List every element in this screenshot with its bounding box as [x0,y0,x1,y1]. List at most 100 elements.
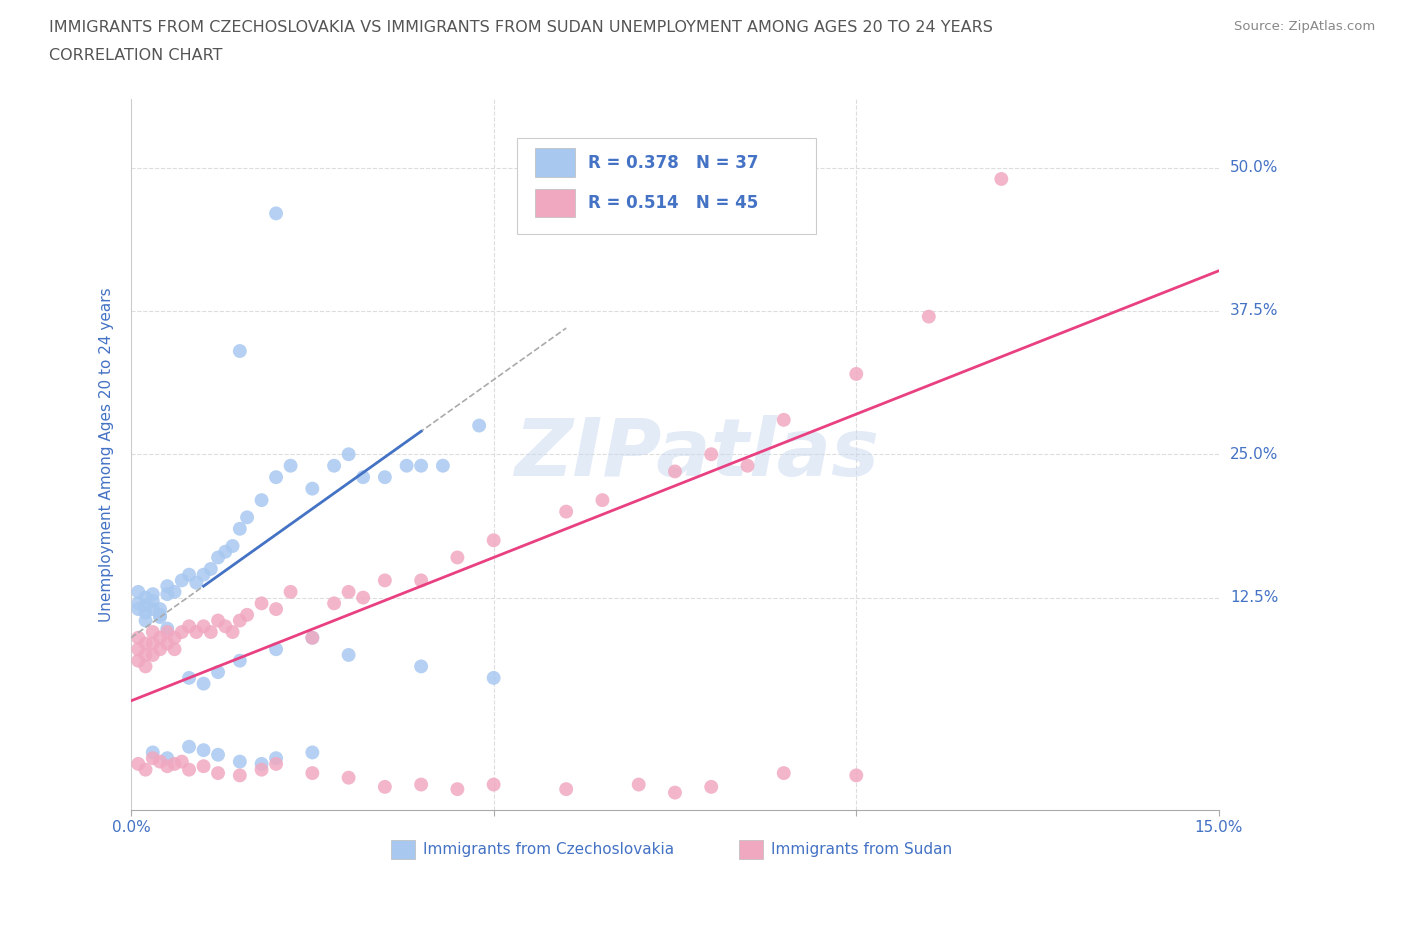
Point [374,779,396,794]
Point [700,446,723,461]
Point [250,493,273,508]
Point [229,653,252,668]
Point [149,631,172,645]
Point [446,782,468,797]
Point [229,613,252,628]
Point [142,751,165,765]
Y-axis label: Unemployment Among Ages 20 to 24 years: Unemployment Among Ages 20 to 24 years [100,287,114,621]
Point [352,591,374,605]
Point [664,464,686,479]
Point [135,763,157,777]
Point [411,659,433,674]
Point [482,777,505,792]
Point [127,642,149,657]
Point [142,602,165,617]
Point [156,587,179,602]
Point [156,759,179,774]
Point [337,584,360,599]
Point [236,510,259,525]
Point [264,642,287,657]
Point [163,584,186,599]
Point [142,745,165,760]
Point [127,631,149,645]
Point [142,625,165,640]
Point [772,412,794,427]
Point [186,576,208,591]
Point [301,631,323,645]
Point [135,647,157,662]
Point [135,591,157,605]
Point [135,613,157,628]
Point [207,765,229,780]
Point [280,584,302,599]
Point [127,596,149,611]
Point [214,544,236,559]
Text: R = 0.514   N = 45: R = 0.514 N = 45 [588,194,758,212]
Point [411,458,433,473]
Point [591,493,613,508]
Point [323,458,346,473]
Text: 37.5%: 37.5% [1230,303,1278,318]
Point [236,607,259,622]
Point [193,567,215,582]
FancyBboxPatch shape [740,841,763,858]
Point [395,458,418,473]
Point [482,671,505,685]
Point [135,636,157,651]
Point [127,584,149,599]
Point [207,550,229,565]
Text: ZIPatlas: ZIPatlas [515,415,879,493]
Point [664,785,686,800]
Point [177,618,200,633]
Text: IMMIGRANTS FROM CZECHOSLOVAKIA VS IMMIGRANTS FROM SUDAN UNEMPLOYMENT AMONG AGES : IMMIGRANTS FROM CZECHOSLOVAKIA VS IMMIGR… [49,20,993,35]
Point [156,621,179,636]
Point [250,756,273,771]
Point [229,768,252,783]
Point [264,470,287,485]
Point [177,671,200,685]
Point [156,625,179,640]
Point [280,458,302,473]
Point [555,504,578,519]
Point [163,631,186,645]
Point [207,665,229,680]
Text: R = 0.378   N = 37: R = 0.378 N = 37 [588,153,758,172]
Point [990,171,1012,186]
Point [700,779,723,794]
Point [149,602,172,617]
Point [264,206,287,220]
Point [737,458,759,473]
Point [207,748,229,763]
Point [301,631,323,645]
Point [177,739,200,754]
Point [229,343,252,358]
Point [127,653,149,668]
Point [482,533,505,548]
Point [627,777,650,792]
Point [163,642,186,657]
Point [323,596,346,611]
Point [250,596,273,611]
Point [374,573,396,588]
FancyBboxPatch shape [534,189,575,218]
Point [845,366,868,381]
Point [193,759,215,774]
Point [207,613,229,628]
Point [221,538,243,553]
Point [264,751,287,765]
FancyBboxPatch shape [534,149,575,177]
Point [845,768,868,783]
Text: 12.5%: 12.5% [1230,591,1278,605]
Point [142,587,165,602]
Point [170,754,193,769]
Point [337,770,360,785]
Point [229,522,252,537]
FancyBboxPatch shape [517,138,817,233]
Point [156,636,179,651]
Point [229,754,252,769]
Point [142,636,165,651]
Point [468,418,491,433]
Point [301,481,323,496]
Text: 50.0%: 50.0% [1230,160,1278,175]
Point [446,550,468,565]
